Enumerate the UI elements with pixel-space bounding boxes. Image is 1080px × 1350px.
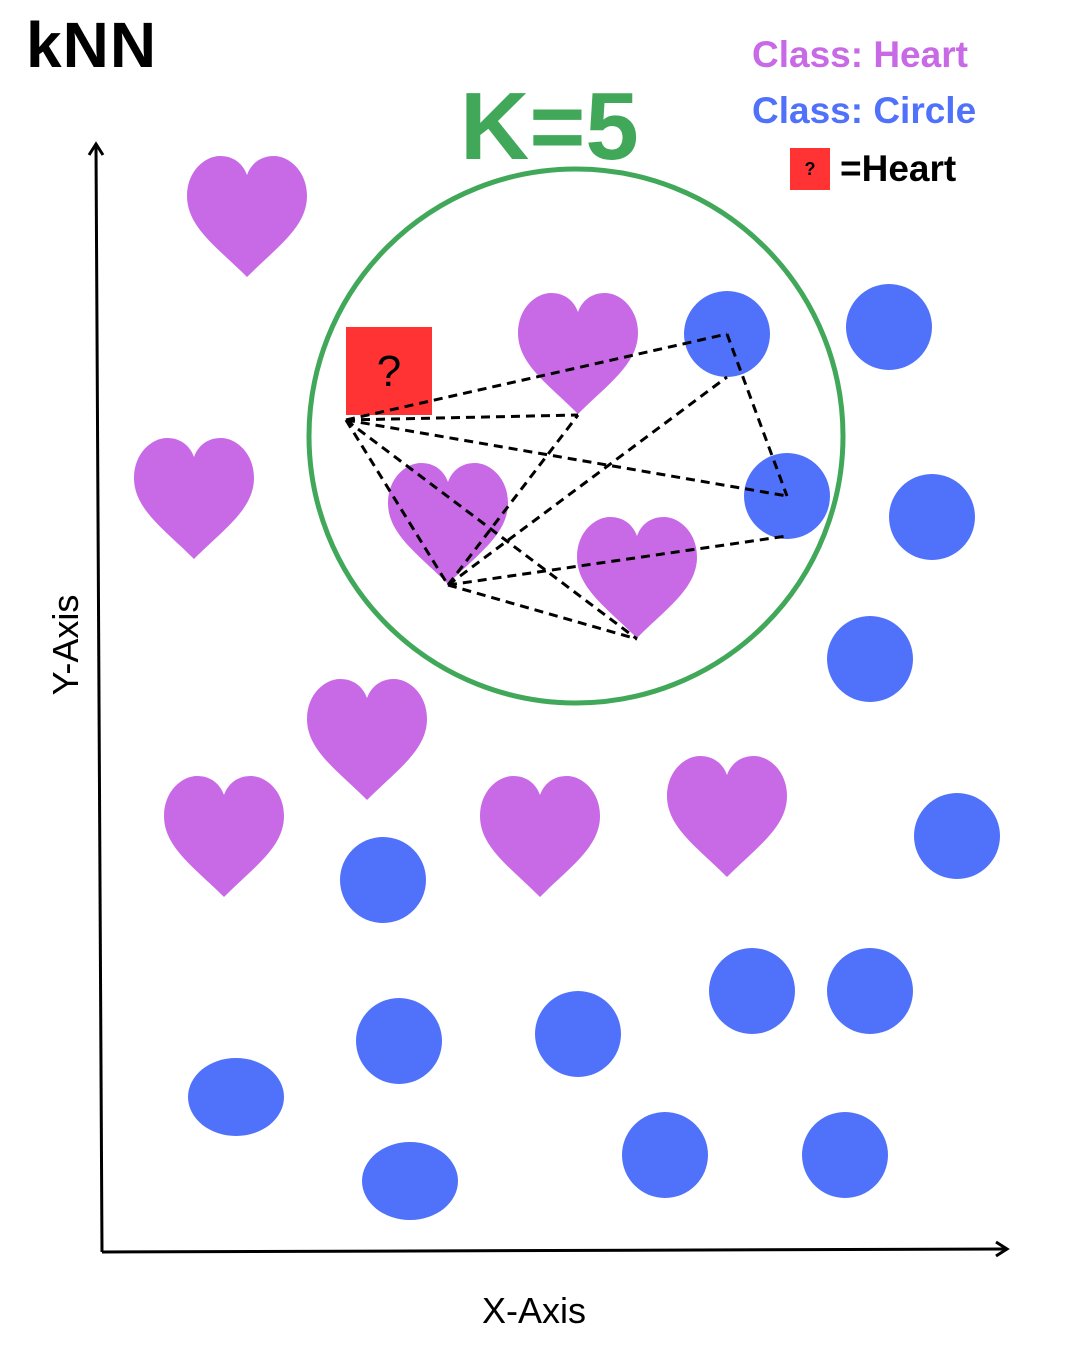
distance-line bbox=[345, 332, 728, 422]
distance-line bbox=[344, 419, 450, 586]
axes bbox=[87, 141, 1010, 1258]
circle-point bbox=[889, 474, 975, 560]
circle-class-points bbox=[188, 284, 1000, 1220]
circle-point bbox=[356, 998, 442, 1084]
query-point-square bbox=[346, 327, 432, 415]
circle-point bbox=[340, 837, 426, 923]
heart-class-points bbox=[134, 156, 787, 897]
legend-circle-class: Class: Circle bbox=[752, 90, 977, 131]
heart-point bbox=[388, 463, 508, 584]
k-neighborhood-circle bbox=[306, 166, 846, 706]
circle-point bbox=[846, 284, 932, 370]
y-axis-arrowhead bbox=[87, 141, 105, 156]
heart-point bbox=[577, 517, 697, 638]
legend-heart-class: Class: Heart bbox=[752, 34, 968, 75]
circle-point bbox=[362, 1142, 458, 1220]
distance-line bbox=[447, 583, 638, 641]
query-point-symbol: ? bbox=[377, 347, 401, 396]
query-point: ? bbox=[346, 327, 432, 415]
circle-point bbox=[802, 1112, 888, 1198]
circle-point bbox=[622, 1112, 708, 1198]
heart-point bbox=[307, 679, 427, 800]
circle-point bbox=[709, 948, 795, 1034]
distance-line bbox=[447, 534, 788, 587]
x-axis-line bbox=[101, 1247, 1007, 1254]
distance-lines bbox=[344, 332, 789, 641]
diagram-title: kNN bbox=[26, 9, 158, 81]
heart-point bbox=[480, 776, 600, 897]
distance-line bbox=[446, 414, 580, 586]
distance-line bbox=[725, 333, 789, 497]
y-axis-label: Y-Axis bbox=[45, 594, 86, 696]
x-axis-arrowhead bbox=[995, 1240, 1010, 1258]
legend-query-result-label: =Heart bbox=[840, 148, 957, 189]
heart-point bbox=[164, 776, 284, 897]
k-value-label: K=5 bbox=[460, 73, 639, 180]
legend-query-square: ? bbox=[790, 148, 830, 190]
y-axis-line bbox=[94, 145, 104, 1253]
distance-line bbox=[447, 375, 728, 587]
circle-point bbox=[188, 1058, 284, 1136]
x-axis-label: X-Axis bbox=[481, 1290, 587, 1331]
heart-point bbox=[518, 293, 638, 414]
circle-point bbox=[827, 616, 913, 702]
circle-point bbox=[535, 991, 621, 1077]
circle-point bbox=[914, 793, 1000, 879]
distance-line bbox=[345, 418, 638, 641]
legend-query-result: ? =Heart bbox=[790, 148, 956, 190]
heart-point bbox=[134, 438, 254, 559]
heart-point bbox=[187, 156, 307, 277]
circle-point bbox=[827, 948, 913, 1034]
distance-line bbox=[345, 413, 579, 422]
heart-point bbox=[667, 756, 787, 877]
